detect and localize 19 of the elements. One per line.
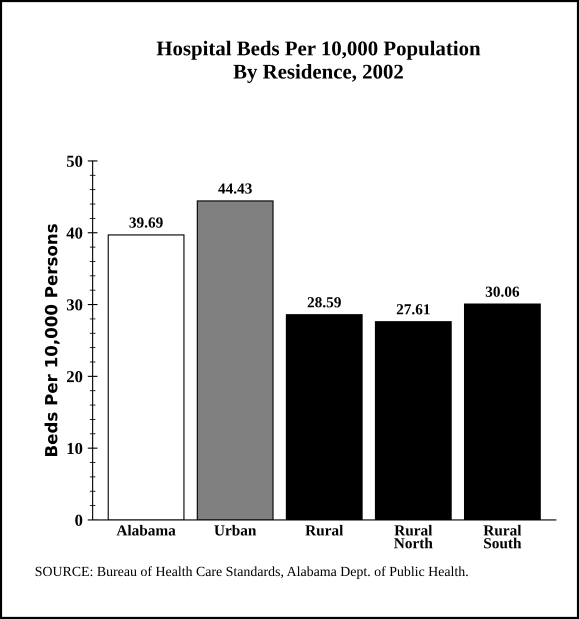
data-label: 28.59: [308, 297, 341, 308]
x-tick-label: Rural North: [394, 524, 433, 548]
chart-title: Hospital Beds Per 10,000 Population By Residence, 2002: [156, 40, 480, 83]
data-label: 27.61: [396, 304, 430, 315]
y-tick-label: 40: [66, 227, 82, 239]
source-note: SOURCE: Bureau of Health Care Standards, Alabama Dept. of Public Health.: [36, 566, 468, 579]
y-tick-label: 30: [66, 299, 82, 310]
data-label: 39.69: [129, 217, 163, 228]
y-tick-label: 50: [66, 156, 82, 167]
data-label: 30.06: [486, 286, 520, 297]
y-tick-label: 0: [75, 514, 82, 526]
x-tick-label: Urban: [214, 524, 256, 536]
y-tick-label: 20: [66, 371, 82, 382]
data-label: 44.43: [218, 183, 252, 194]
y-tick-label: 10: [68, 442, 82, 454]
y-axis-title: Beds Per 10,000 Persons: [44, 224, 60, 456]
x-tick-label: Rural South: [484, 524, 522, 548]
x-tick-label: Alabama: [116, 524, 176, 536]
x-tick-label: Rural: [305, 524, 344, 536]
